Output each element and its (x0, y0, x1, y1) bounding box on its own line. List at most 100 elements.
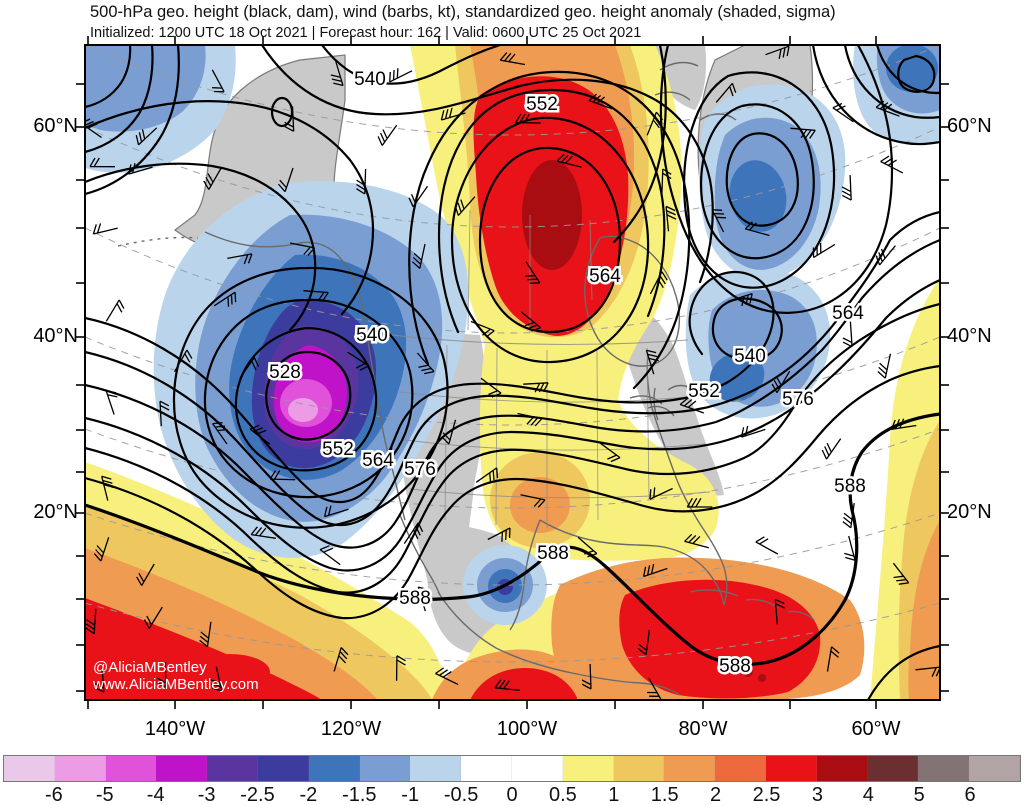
wind-barb (842, 321, 853, 348)
contour-label: 552 (688, 381, 720, 402)
wind-barb (577, 536, 598, 558)
wind-barb (517, 412, 543, 427)
wind-barb (765, 45, 790, 60)
wind-barb (686, 497, 713, 508)
contour-label: 588 (537, 543, 569, 564)
wind-barb (645, 349, 659, 375)
wind-barb (715, 82, 737, 103)
wind-barb (92, 223, 118, 235)
wind-barb (880, 155, 904, 174)
colorbar-segment (918, 756, 970, 781)
height-contours (85, 45, 940, 700)
wind-barb (143, 606, 163, 629)
wind-barb (156, 662, 167, 688)
lon-label: 80°W (678, 718, 728, 740)
axis-ticks (76, 36, 949, 709)
wind-barb (679, 397, 705, 414)
wind-barb (210, 666, 223, 692)
colorbar-segment (257, 756, 309, 781)
wind-barb (649, 487, 673, 500)
political-borders (364, 209, 711, 528)
colorbar-segment (461, 756, 512, 781)
wind-barb (454, 196, 476, 216)
colorbar-segment (613, 756, 665, 781)
wind-barb (875, 245, 896, 266)
contour-label: 540 (354, 69, 386, 90)
wind-barb (470, 320, 495, 338)
wind-barb (599, 442, 621, 463)
colorbar-tick: -1.5 (342, 784, 377, 805)
wind-barb (127, 163, 153, 175)
lat-label-right: 60°N (947, 115, 992, 137)
wind-barb (249, 424, 271, 445)
lat-label-left: 60°N (33, 115, 78, 137)
wind-barbs (85, 45, 940, 700)
wind-barb (269, 470, 296, 481)
wind-barb (637, 629, 651, 656)
lat-label-right: 40°N (947, 325, 992, 347)
wind-barb (774, 598, 785, 625)
colorbar-segment (816, 756, 868, 781)
wind-barb (435, 667, 459, 685)
wind-barb (136, 563, 155, 586)
wind-barb (303, 290, 329, 302)
contour-label: 588 (834, 476, 866, 497)
lon-label: 140°W (144, 718, 206, 740)
wind-barb (441, 419, 457, 445)
wind-barb (85, 608, 97, 635)
colorbar-tick: 3 (811, 784, 823, 805)
page-title: 500-hPa geo. height (black, dam), wind (… (90, 3, 836, 21)
wind-barb (520, 311, 542, 332)
colorbar-tick: 4 (862, 784, 874, 805)
wind-barb (159, 400, 170, 427)
wind-barb (665, 205, 677, 232)
colorbar-segment (207, 756, 258, 781)
colorbar-segment (410, 756, 462, 781)
lon-label: 120°W (320, 718, 382, 740)
wind-barb (581, 663, 592, 690)
wind-barb (588, 93, 613, 110)
wind-barb (94, 667, 105, 693)
lat-label-left: 40°N (33, 325, 78, 347)
wind-barb (440, 107, 466, 121)
contour-label: 576 (782, 389, 814, 410)
colorbar-tick: -2.5 (240, 784, 275, 805)
wind-barb (411, 243, 426, 269)
wind-barb (646, 111, 664, 136)
wind-barb (642, 563, 668, 578)
colorbar-tick: 0.5 (548, 784, 577, 805)
colorbar-tick: 1.5 (650, 784, 679, 805)
wind-barb (684, 533, 709, 549)
wind-barb (239, 357, 260, 379)
wind-barb (661, 168, 672, 194)
wind-barb (333, 647, 349, 672)
wind-barb (515, 113, 541, 124)
colorbar-segment (105, 756, 157, 781)
wind-barb (212, 422, 228, 445)
wind-barb (771, 370, 791, 394)
colorbar-tick: 1 (608, 784, 620, 805)
contour-label: 564 (832, 303, 864, 324)
wind-barb (875, 100, 900, 117)
wind-barb (755, 536, 779, 555)
anomaly-shading (85, 45, 940, 700)
wind-barb (416, 352, 435, 375)
map-border (84, 44, 941, 701)
wind-barb (499, 52, 526, 66)
wind-barb (289, 242, 316, 256)
wind-barb (408, 185, 429, 208)
colorbar-tick: -4 (146, 784, 165, 805)
colorbar-tick: -2 (299, 784, 318, 805)
init-valid-subtitle: Initialized: 1200 UTC 18 Oct 2021 | Fore… (90, 25, 642, 41)
wind-barb (105, 390, 118, 415)
colorbar-tick: -6 (44, 784, 63, 805)
wind-barb (356, 168, 367, 195)
wind-barb (347, 351, 370, 371)
colorbar-segment (715, 756, 766, 781)
wind-barb (844, 535, 856, 561)
wind-barb (89, 157, 116, 168)
contour-labels: 540 552 564 528 540 552 564 576 552 540 564 576 588 5… (267, 67, 869, 680)
wind-barb (213, 291, 237, 307)
